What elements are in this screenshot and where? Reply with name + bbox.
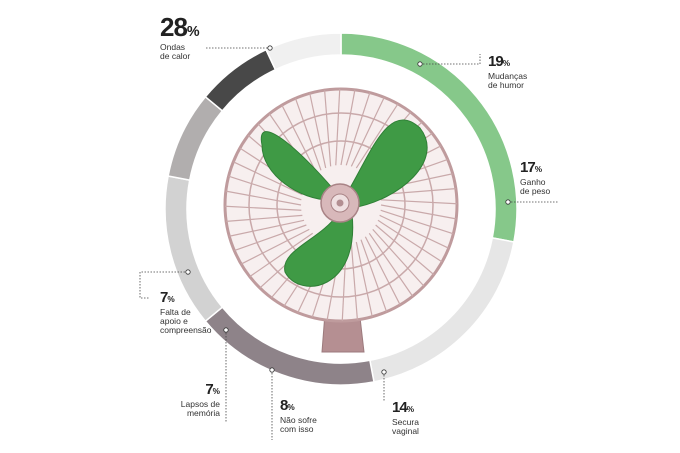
label-unit: % [167, 295, 175, 304]
fan-blade [260, 131, 335, 201]
label-unit: % [502, 59, 511, 68]
fan-cage-spoke [324, 90, 332, 167]
leader-dot [269, 367, 275, 373]
fan-cage-spoke [380, 204, 457, 220]
fan-cage-spoke [345, 92, 371, 166]
fan-cage-spoke [226, 214, 303, 222]
label-value: 7 [205, 381, 213, 398]
fan-cage-spoke [224, 205, 302, 211]
fan-illustration [223, 87, 459, 353]
fan-cage-spoke [360, 239, 388, 312]
fan-cage-spoke [309, 93, 327, 169]
fan-cage-spoke [233, 161, 303, 196]
leader-line-humor [420, 54, 481, 65]
label-text: Falta de apoio e compreensão [160, 306, 212, 335]
label-falta-de-apoio: 7% Falta de apoio e compreensão [160, 290, 212, 335]
label-unit: % [186, 24, 200, 40]
fan-cage-spoke [234, 224, 307, 252]
fan-cage-spoke [281, 104, 318, 174]
label-text: Secura vaginal [392, 416, 419, 436]
fan-cage-spoke [225, 190, 302, 206]
label-unit: % [287, 403, 295, 412]
leader-dot [185, 269, 191, 275]
fan-cage-spoke [340, 89, 356, 166]
fan-cage-spoke [355, 103, 399, 169]
label-text: Não sofre com isso [280, 414, 317, 434]
label-value: 19 [488, 53, 504, 70]
label-text: Ganho de peso [520, 176, 551, 196]
label-unit: % [212, 387, 220, 396]
label-text: Ondas de calor [160, 42, 191, 62]
fan-cage-spoke [372, 228, 425, 287]
fan-cage-spoke [335, 88, 341, 166]
leader-dot [505, 199, 511, 205]
fan-cage-spoke [380, 199, 458, 205]
leader-line-apoio [139, 271, 188, 299]
fan-hub-center [336, 199, 344, 207]
label-secura-vaginal: 14% Secura vaginal [392, 400, 419, 436]
fan-cage-spoke [355, 241, 373, 317]
label-unit: % [534, 165, 543, 174]
leader-lines [139, 47, 558, 440]
label-nao-sofre-com-isso: 8% Não sofre com isso [280, 398, 317, 434]
fan-cage-spoke [379, 214, 449, 249]
label-text: Lapsos de memória [180, 398, 220, 418]
fan-cage-spoke [368, 232, 414, 297]
label-value: 17 [520, 159, 536, 176]
leader-dot [417, 61, 423, 67]
fan-cage-spoke [249, 232, 314, 278]
fan-cage-ring [248, 112, 434, 298]
leader-dot [267, 45, 273, 51]
fan-cage-spoke [229, 219, 305, 237]
label-unit: % [406, 405, 415, 414]
fan-blade [349, 119, 428, 209]
label-text: Mudanças de humor [488, 70, 528, 90]
leader-dot [223, 327, 229, 333]
label-lapsos-de-memoria: 7% Lapsos de memória [181, 381, 220, 418]
leader-dot [381, 369, 387, 375]
fan-cage-spoke [350, 243, 358, 320]
fan-blade [284, 213, 354, 287]
donut-slice-nao-sofre-com-isso [167, 95, 224, 182]
label-ondas-de-calor: 28% Ondas de calor [160, 12, 200, 62]
donut-slice-lapsos-de-memoria [204, 48, 277, 112]
fan-cage-spoke [375, 224, 435, 276]
label-value: 7 [160, 289, 168, 306]
fan-cage-spoke [364, 236, 401, 306]
donut-slices [164, 32, 518, 386]
label-value: 8 [280, 397, 288, 414]
leader-dots [185, 45, 511, 375]
donut-slice-falta-de-apoio-e-compreensao [265, 32, 342, 71]
label-value: 28 [160, 12, 188, 42]
fan-cage-spoke [240, 228, 310, 265]
label-ganho-de-peso: 17% Ganho de peso [520, 160, 550, 196]
label-mudancas-de-humor: 19% Mudanças de humor [488, 54, 527, 90]
fan-cage-spoke [380, 209, 454, 235]
fan-blades [260, 119, 428, 287]
fan-cage-spoke [294, 98, 322, 171]
fan-cage-spoke [377, 219, 443, 263]
label-value: 14 [392, 399, 408, 416]
fan-cage-spoke [350, 97, 385, 167]
fan-cage-spoke [228, 175, 302, 201]
